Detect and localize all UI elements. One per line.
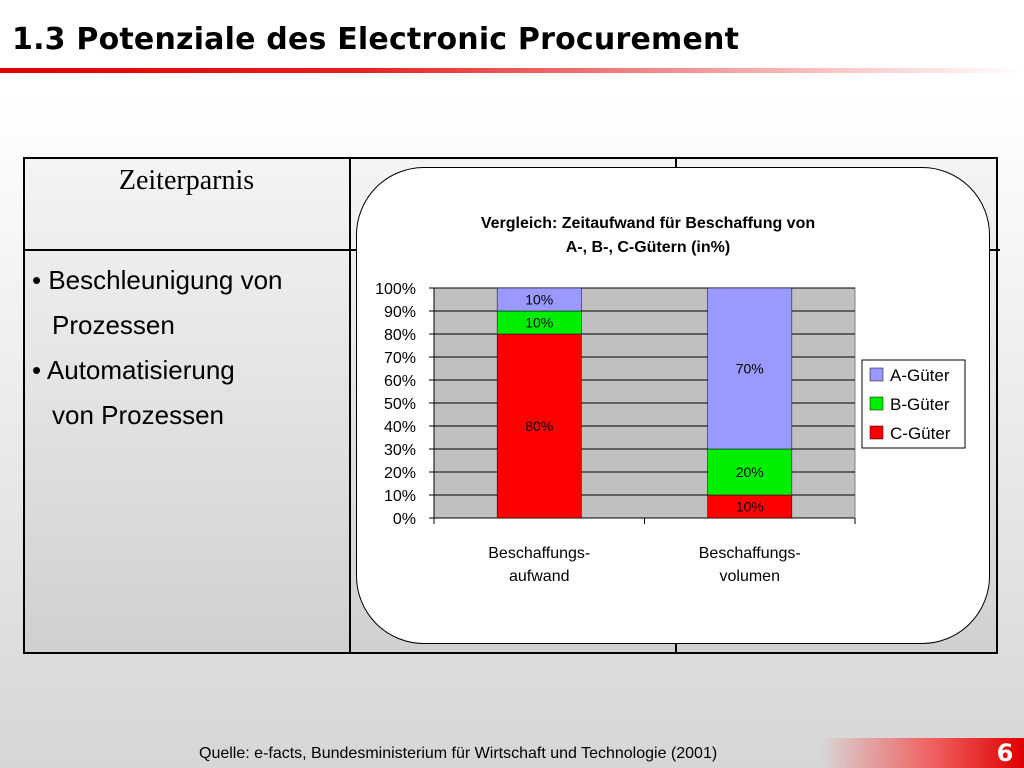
- bullet-item-continued: von Prozessen: [52, 400, 224, 430]
- page-number: 6: [996, 739, 1014, 767]
- y-tick-label: 20%: [384, 465, 416, 482]
- data-label: 10%: [525, 292, 553, 308]
- chart-panel: Vergleich: Zeitaufwand für Beschaffung v…: [356, 167, 990, 644]
- y-tick-label: 100%: [375, 281, 416, 298]
- table-divider-1: [349, 159, 351, 652]
- chart-title: A-, B-, C-Gütern (in%): [566, 239, 730, 256]
- y-tick-label: 30%: [384, 442, 416, 459]
- bar-segment: [707, 448, 793, 496]
- source-note: Quelle: e-facts, Bundesministerium für W…: [199, 745, 718, 762]
- x-category-label: Beschaffungs-: [488, 545, 590, 562]
- x-category-label: volumen: [720, 568, 780, 585]
- slide-title: 1.3 Potenziale des Electronic Procuremen…: [12, 22, 740, 57]
- bullet-list: • Beschleunigung von Prozessen • Automat…: [32, 258, 350, 438]
- data-label: 20%: [736, 464, 764, 480]
- chart-title: Vergleich: Zeitaufwand für Beschaffung v…: [481, 215, 815, 232]
- y-tick-label: 90%: [384, 304, 416, 321]
- table-header-cell: Zeiterparnis: [118, 165, 255, 196]
- y-tick-label: 10%: [384, 488, 416, 505]
- x-category-label: aufwand: [509, 568, 570, 585]
- footer-accent-band: [820, 738, 1024, 768]
- bar-segment: [496, 333, 582, 519]
- bullet-item-continued: Prozessen: [52, 310, 175, 340]
- y-tick-label: 40%: [384, 419, 416, 436]
- bullet-item: • Automatisierung: [32, 355, 235, 385]
- y-tick-label: 80%: [384, 327, 416, 344]
- data-label: 10%: [736, 499, 764, 515]
- stacked-bar-chart: Vergleich: Zeitaufwand für Beschaffung v…: [375, 215, 966, 585]
- legend-label: A-Güter: [890, 366, 950, 385]
- data-label: 70%: [736, 361, 764, 377]
- legend-label: C-Güter: [890, 424, 951, 443]
- y-tick-label: 50%: [384, 396, 416, 413]
- data-label: 10%: [525, 315, 553, 331]
- legend-swatch: [869, 367, 884, 382]
- title-underline: [0, 68, 1024, 73]
- y-tick-label: 60%: [384, 373, 416, 390]
- bar-segment: [496, 287, 582, 312]
- x-category-label: Beschaffungs-: [699, 545, 801, 562]
- y-tick-label: 0%: [393, 511, 416, 528]
- legend-swatch: [869, 425, 884, 440]
- legend-swatch: [869, 396, 884, 411]
- legend-label: B-Güter: [890, 395, 950, 414]
- data-label: 80%: [525, 418, 553, 434]
- bar-segment: [707, 287, 793, 450]
- bullet-item: • Beschleunigung von: [32, 265, 283, 295]
- y-tick-label: 70%: [384, 350, 416, 367]
